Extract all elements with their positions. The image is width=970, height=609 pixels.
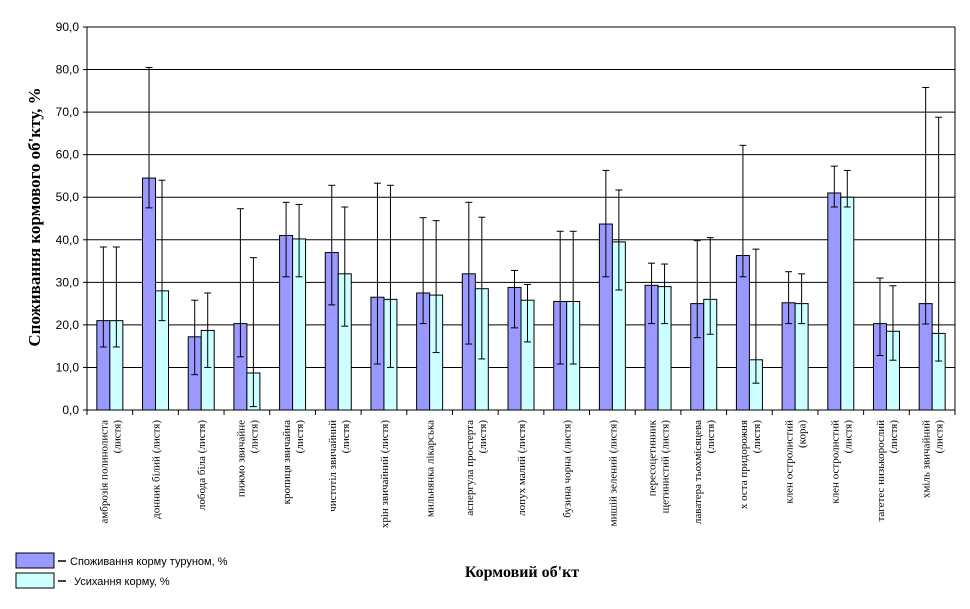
x-axis-title: Кормовий об'кт: [465, 564, 579, 581]
category-labels: амброзія полинолиста(листя) донник білий …: [98, 419, 945, 528]
legend-swatch-consumption: [15, 552, 55, 569]
y-tick-label: 0,0: [62, 403, 79, 417]
error-bars: [99, 66, 943, 408]
category-label: донник білий (листя): [151, 420, 163, 519]
category-label: клен остролистий(кора): [784, 420, 809, 504]
grid-lines: [87, 26, 955, 368]
bar-consumption: [735, 255, 750, 411]
y-tick-label: 30,0: [56, 275, 80, 289]
category-label: бузина чорна (листя): [562, 420, 574, 518]
y-tick-label: 80,0: [56, 63, 80, 77]
category-label: лопух малий (листя): [516, 420, 528, 516]
y-tick-label: 50,0: [56, 190, 80, 204]
y-tick-label: 40,0: [56, 233, 80, 247]
category-label: амброзія полинолиста(листя): [98, 420, 123, 524]
legend: Споживання корму туруном, % Усихання кор…: [15, 552, 228, 589]
category-label: лобода біла (листя): [196, 420, 208, 510]
axes: 0,0 10,0 20,0 30,0 40,0 50,0 60,0 70,0 80,0 90,0: [56, 20, 956, 417]
y-tick-label: 90,0: [56, 20, 80, 34]
category-label: чистотіл звичайний(листя): [327, 420, 352, 512]
legend-swatch-drying: [15, 572, 55, 589]
category-label: тагетес низькорослий(листя): [875, 420, 900, 522]
legend-label-consumption: Споживання корму туруном, %: [70, 556, 228, 568]
y-tick-label: 70,0: [56, 105, 80, 119]
category-label: лаватера тьохмісяцева(листя): [692, 420, 717, 524]
category-label: мишій зелений (листя): [607, 420, 619, 527]
category-label: х оста придорожня(листя): [738, 420, 763, 509]
bar-drying: [840, 196, 855, 411]
category-label: мильнянка лікарська: [425, 420, 437, 517]
bars: [96, 177, 946, 411]
y-tick-label: 20,0: [56, 318, 80, 332]
bar-consumption: [142, 177, 157, 411]
y-axis-title: Споживання кормового об'кту, %: [25, 87, 44, 346]
y-tick-label: 60,0: [56, 148, 80, 162]
category-label: хрін звичайний (листя): [379, 420, 391, 528]
y-tick-label: 10,0: [56, 360, 80, 374]
category-label: аспергула простерта(листя): [464, 420, 489, 516]
category-label: хміль звичайний(листя): [921, 420, 946, 499]
category-label: кропиця звичайна(листя): [281, 420, 306, 505]
bar-consumption: [827, 192, 842, 411]
category-label: пересоцетинникщетинистий (листя): [647, 419, 672, 513]
legend-label-drying: Усихання корму, %: [74, 576, 170, 588]
category-label: клен остролистий(листя): [829, 420, 854, 504]
category-label: пижмо звичайне(листя): [235, 420, 260, 497]
